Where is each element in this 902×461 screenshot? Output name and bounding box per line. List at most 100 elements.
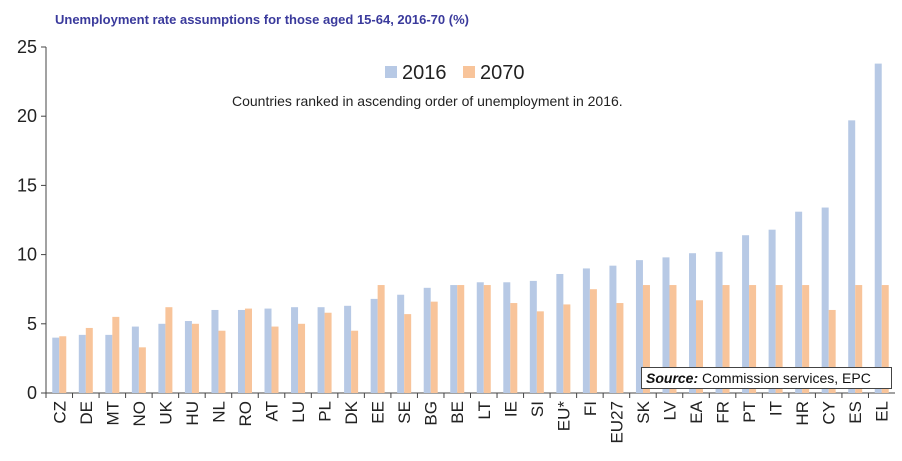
bar-2016-LT [476,282,484,393]
bar-2070-SI [536,311,544,393]
x-tick-label: LU [289,401,308,423]
bar-2070-PL [324,312,332,393]
x-tick-label: BE [448,401,467,424]
bar-2070-MT [112,316,120,393]
x-tick-label: FI [581,401,600,416]
y-tick-labels: 0 5 10 15 20 25 [17,37,37,403]
bar-2016-HU [184,321,192,393]
bar-2016-NO [131,326,139,393]
chart-title: Unemployment rate assumptions for those … [55,12,469,27]
bar-2016-HR [795,211,803,393]
legend-label-2016: 2016 [402,62,447,84]
x-tick-label: ES [846,401,865,424]
y-tick-label: 20 [17,106,37,126]
bar-2070-NL [218,330,226,393]
x-tick-label: AT [263,401,282,421]
bar-2070-LV [669,285,677,393]
bar-2016-SE [397,294,405,393]
bar-2070-DE [85,327,93,393]
x-tick-label: HR [793,401,812,426]
x-tick-label: DK [342,400,361,424]
bar-2070-HU [191,323,199,393]
bar-2016-EA [689,253,697,393]
bar-2070-IT [775,285,783,393]
y-tick-label: 15 [17,175,37,195]
x-tick-label: FR [714,401,733,424]
bar-2016-IE [503,282,511,393]
x-tick-label: PT [740,401,759,423]
bar-2016-UK [158,323,166,393]
bar-2070-SK [642,285,650,393]
bar-2070-SE [404,314,412,393]
x-tick-label: EA [687,400,706,423]
bar-2070-NO [138,347,146,393]
bar-2070-CY [828,309,836,393]
bar-2070-AT [271,326,279,393]
x-tick-label: IT [767,401,786,416]
bar-2070-HR [802,285,810,393]
bar-2070-CZ [59,336,67,393]
bar-2016-PT [742,235,750,393]
x-tick-label: DE [77,401,96,425]
source-text: Commission services, EPC [702,370,871,386]
bar-2070-FR [722,285,730,393]
x-tick-label: PL [316,401,335,422]
bar-2016-NL [211,309,219,393]
bar-2070-EU27 [616,303,624,393]
x-tick-label: UK [156,400,175,424]
y-tick-label: 25 [17,37,37,57]
source-label: Source: [646,370,699,386]
bar-2016-BG [423,287,431,393]
bar-2016-BE [450,285,458,393]
bar-2016-CZ [52,337,60,393]
x-tick-label: MT [103,401,122,426]
bar-2070-EE [377,285,385,393]
bar-2016-IT [768,229,776,393]
bar-2016-MT [105,334,113,393]
bar-2070-EA [696,300,704,393]
bar-2016-CY [821,207,829,393]
x-tick-label: EU* [554,401,573,432]
legend-swatch-2070 [463,66,475,78]
legend: 2016 2070 [385,62,525,84]
bar-2016-EU27 [609,265,617,393]
bar-2070-BG [430,301,438,393]
x-tick-label: EE [369,401,388,424]
y-tick-label: 0 [27,383,37,403]
bar-2070-PT [749,285,757,393]
source-note: Source: Commission services, EPC [641,367,892,389]
x-tick-label: NL [209,401,228,423]
bar-2016-LU [291,307,299,393]
bar-2070-BE [457,285,465,393]
bar-2070-DK [351,330,359,393]
x-tick-label: IE [501,401,520,417]
x-tick-label: EU27 [607,401,626,444]
legend-label-2070: 2070 [480,62,525,84]
legend-swatch-2016 [385,66,397,78]
bar-2016-AT [264,308,272,393]
x-tick-label: LV [660,400,679,420]
x-tick-label: CY [820,401,839,425]
y-tick-label: 10 [17,245,37,265]
x-tick-label: RO [236,401,255,427]
bar-2016-EL [874,63,882,393]
bar-2070-IE [510,303,518,393]
bar-2016-SK [635,260,643,393]
bar-2070-RO [244,308,252,393]
bar-2070-EL [881,285,889,393]
y-tick-label: 5 [27,314,37,334]
bar-2070-EU* [563,304,571,393]
x-tick-label: HU [183,401,202,426]
bar-2016-SI [529,280,537,393]
bar-2016-DK [344,305,352,393]
x-tick-label: EL [873,401,892,422]
bar-2016-ES [848,120,856,394]
bar-2016-RO [237,309,245,393]
x-tick-labels: CZ DE MT NO UK HU NL RO AT LU PL DK EE SE BG BE LT IE SI EU… [50,400,891,443]
bars [52,63,889,394]
bar-2070-LU [298,323,306,393]
bar-2070-UK [165,307,173,393]
bar-2070-FI [589,289,597,393]
bar-2016-PL [317,307,325,393]
